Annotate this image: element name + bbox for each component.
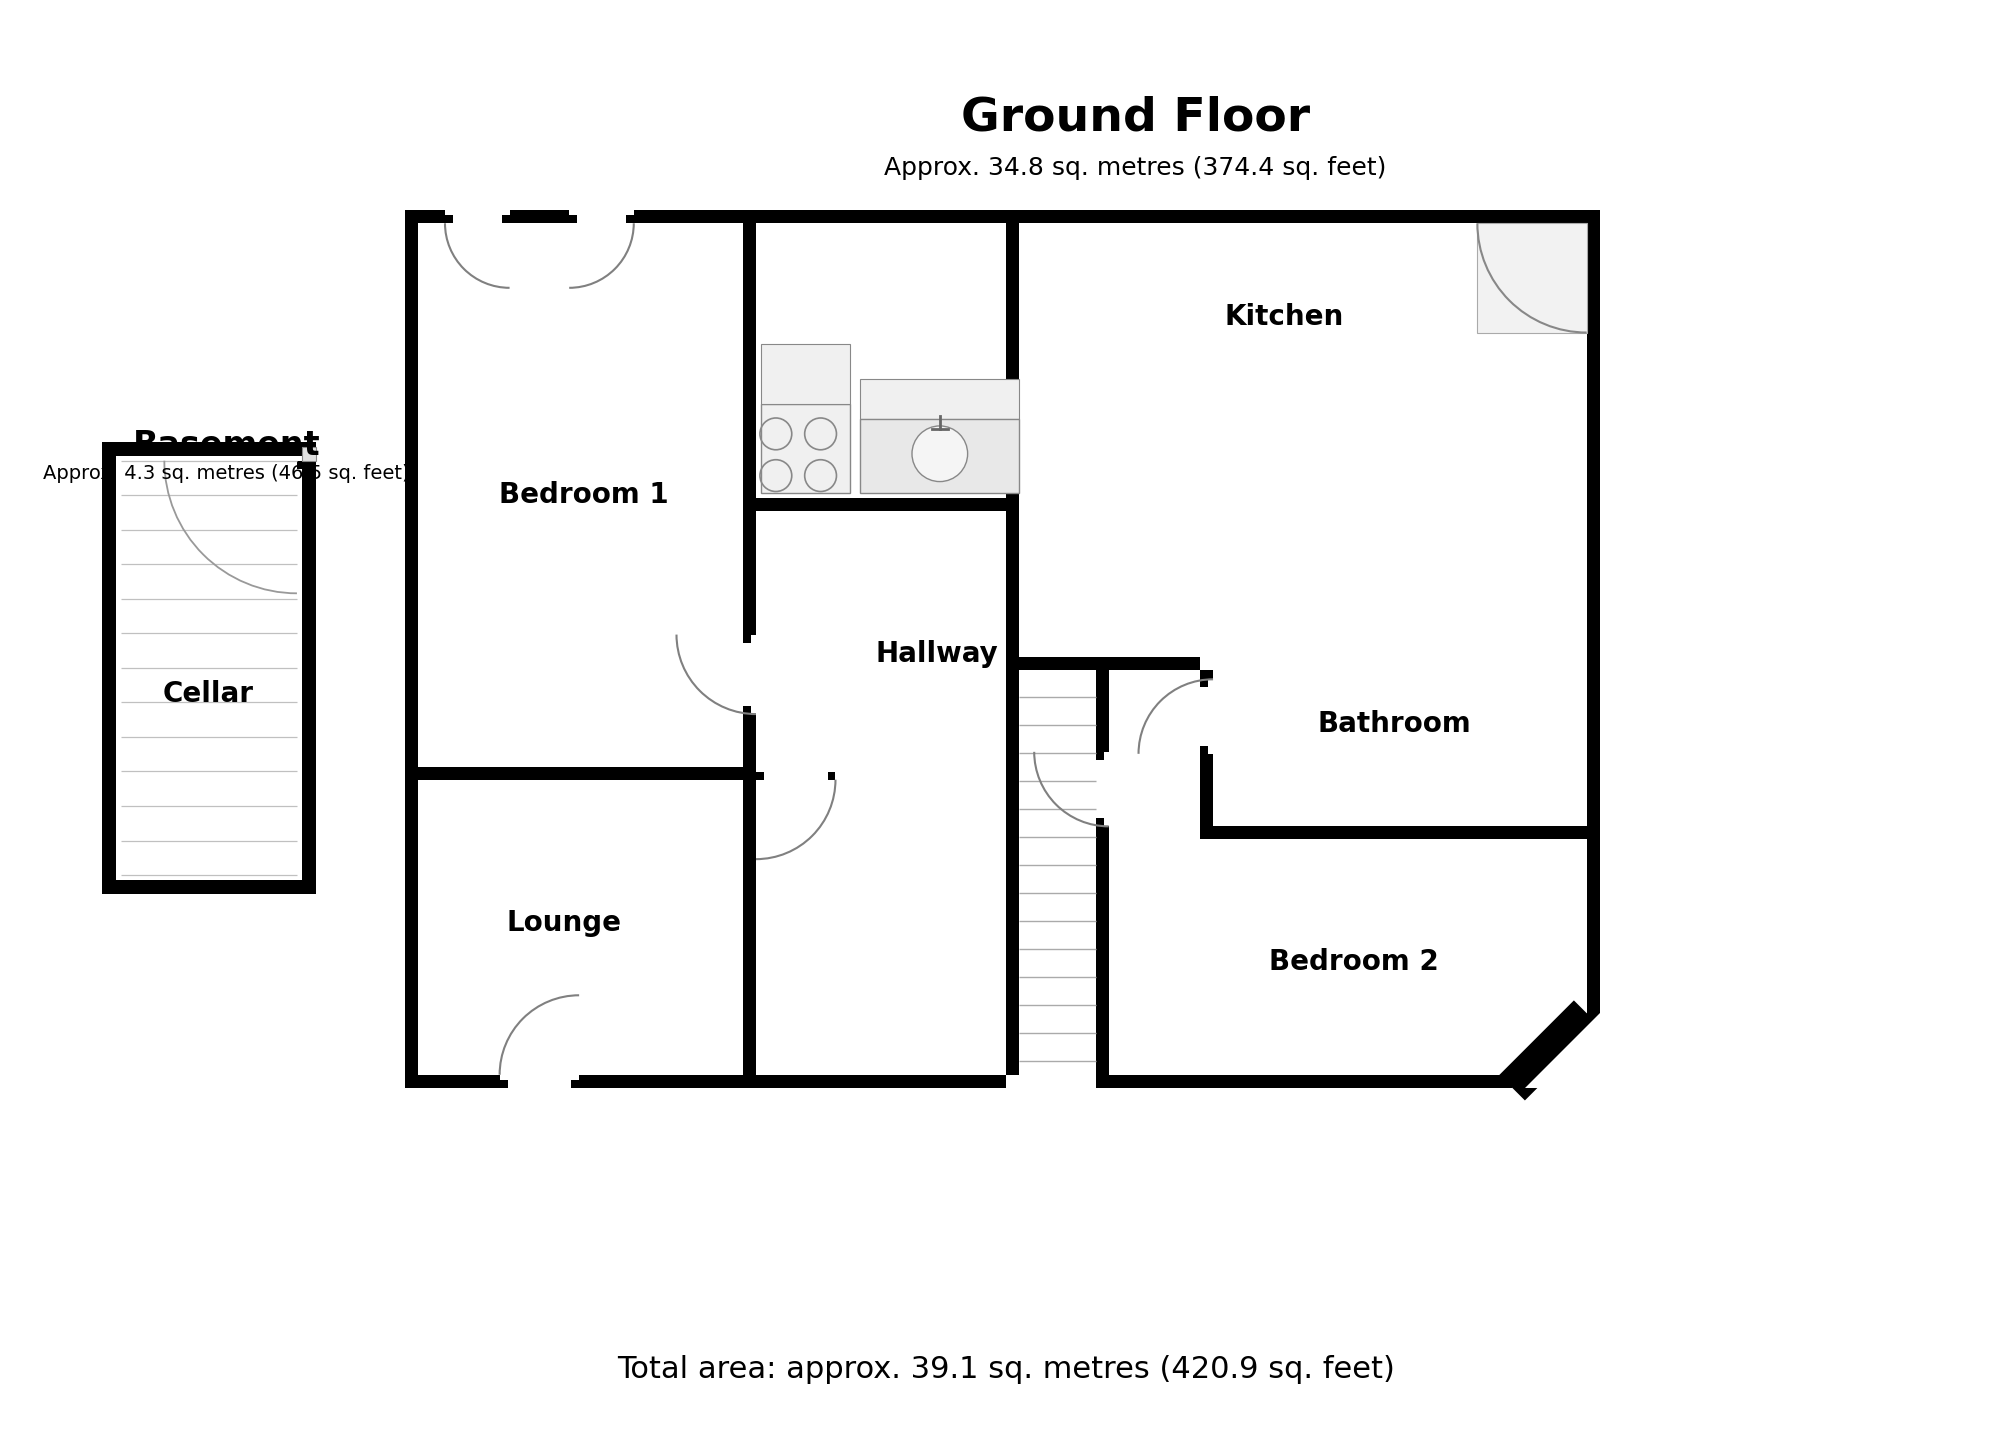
Bar bbox=[1096, 819, 1104, 826]
Polygon shape bbox=[1526, 1013, 1600, 1088]
Bar bbox=[1006, 670, 1020, 1075]
Text: Kitchen: Kitchen bbox=[1224, 302, 1344, 330]
Bar bbox=[756, 766, 836, 779]
Bar bbox=[444, 211, 510, 224]
Bar bbox=[744, 211, 756, 779]
Bar bbox=[1214, 826, 1586, 839]
Bar bbox=[1586, 211, 1600, 1088]
Bar bbox=[570, 211, 634, 224]
Bar bbox=[1006, 512, 1020, 670]
Bar bbox=[1200, 670, 1214, 839]
Text: Bedroom 2: Bedroom 2 bbox=[1270, 948, 1440, 977]
Bar bbox=[296, 461, 304, 468]
Bar bbox=[760, 404, 850, 493]
Bar bbox=[1006, 657, 1096, 670]
Bar bbox=[828, 772, 836, 779]
Bar bbox=[502, 215, 510, 224]
Text: Approx. 34.8 sq. metres (374.4 sq. feet): Approx. 34.8 sq. metres (374.4 sq. feet) bbox=[884, 156, 1386, 180]
Bar bbox=[860, 379, 1020, 419]
Bar bbox=[302, 446, 316, 461]
Bar bbox=[406, 211, 1600, 224]
Bar bbox=[102, 442, 316, 455]
Bar bbox=[500, 1080, 508, 1088]
Bar bbox=[406, 211, 418, 1088]
Bar bbox=[744, 779, 756, 1075]
Bar bbox=[1096, 1075, 1512, 1088]
Bar bbox=[406, 1075, 1006, 1088]
Bar bbox=[1096, 752, 1104, 760]
Bar bbox=[756, 772, 764, 779]
Bar bbox=[1200, 679, 1214, 753]
Bar bbox=[102, 442, 116, 894]
Bar bbox=[1200, 679, 1208, 688]
Bar bbox=[744, 707, 752, 714]
Bar bbox=[102, 880, 316, 894]
Bar bbox=[302, 442, 316, 894]
Text: Ground Floor: Ground Floor bbox=[960, 96, 1310, 141]
Text: Bedroom 1: Bedroom 1 bbox=[500, 481, 668, 509]
Bar bbox=[572, 1080, 580, 1088]
Bar bbox=[418, 766, 744, 779]
Bar bbox=[1478, 224, 1586, 333]
Text: Hallway: Hallway bbox=[876, 640, 998, 669]
Text: Lounge: Lounge bbox=[506, 909, 622, 936]
Text: Total area: approx. 39.1 sq. metres (420.9 sq. feet): Total area: approx. 39.1 sq. metres (420… bbox=[618, 1355, 1396, 1384]
Bar bbox=[1006, 211, 1020, 512]
Bar bbox=[1096, 670, 1108, 826]
Bar bbox=[760, 345, 850, 404]
Bar bbox=[570, 215, 578, 224]
Bar bbox=[1096, 657, 1108, 1075]
Bar bbox=[744, 634, 752, 643]
Bar bbox=[500, 1075, 580, 1088]
Bar bbox=[1020, 657, 1200, 670]
Bar bbox=[1096, 752, 1108, 826]
Text: Approx. 4.3 sq. metres (46.5 sq. feet): Approx. 4.3 sq. metres (46.5 sq. feet) bbox=[44, 464, 410, 483]
Bar bbox=[744, 634, 756, 714]
Bar bbox=[626, 215, 634, 224]
Text: Basement: Basement bbox=[132, 429, 320, 462]
Text: Cellar: Cellar bbox=[164, 680, 254, 708]
Circle shape bbox=[912, 426, 968, 481]
Polygon shape bbox=[1512, 1013, 1586, 1088]
Text: Bathroom: Bathroom bbox=[1318, 710, 1470, 739]
Bar bbox=[1200, 746, 1208, 753]
Bar bbox=[860, 419, 1020, 493]
Bar bbox=[444, 215, 452, 224]
Bar bbox=[756, 499, 1020, 512]
